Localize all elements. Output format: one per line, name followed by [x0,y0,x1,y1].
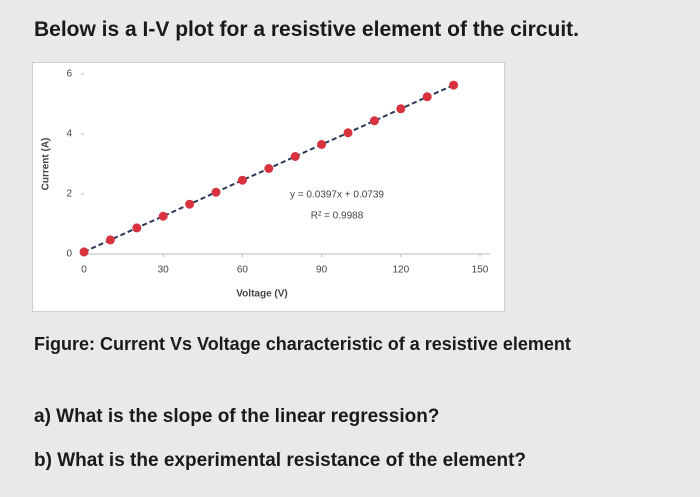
x-tick-label: 150 [472,265,489,276]
data-point [211,187,221,197]
x-tick-label: 120 [392,265,409,276]
y-tick-label: 2 [66,189,72,200]
data-point [290,152,300,161]
data-point [396,104,406,114]
data-point [132,223,142,233]
x-tick-label: 30 [158,265,170,276]
x-axis-label: Voltage (V) [236,289,287,300]
x-tick-label: 60 [237,265,249,276]
annotation: y = 0.0397x + 0.0739 [290,190,384,201]
y-axis-label: Current (A) [41,138,52,191]
question: a) What is the slope of the linear regre… [34,406,440,427]
caption: Figure: Current Vs Voltage characteristi… [34,334,571,354]
y-tick-label: 6 [66,69,72,80]
data-point [79,247,89,257]
data-point [449,80,459,90]
y-tick-label: 4 [66,129,72,140]
chart: 0 30 60 90 120 150 0 2 4 6 Voltage (V) Current (A) y… [32,62,505,312]
x-tick-label: 0 [81,265,87,276]
x-tick-label: 90 [316,265,328,276]
chart-frame [32,62,505,312]
data-point [158,211,168,221]
data-point [317,140,327,149]
data-point [185,199,195,209]
data-point [105,235,115,245]
title: Below is a I-V plot for a resistive elem… [34,18,579,41]
data-point [422,92,432,102]
data-point [264,164,274,173]
data-point [343,128,353,138]
data-point [369,116,379,126]
question: b) What is the experimental resistance o… [34,450,527,471]
data-point [237,175,247,185]
annotation: R² = 0.9988 [311,211,364,222]
y-tick-label: 0 [66,249,72,260]
